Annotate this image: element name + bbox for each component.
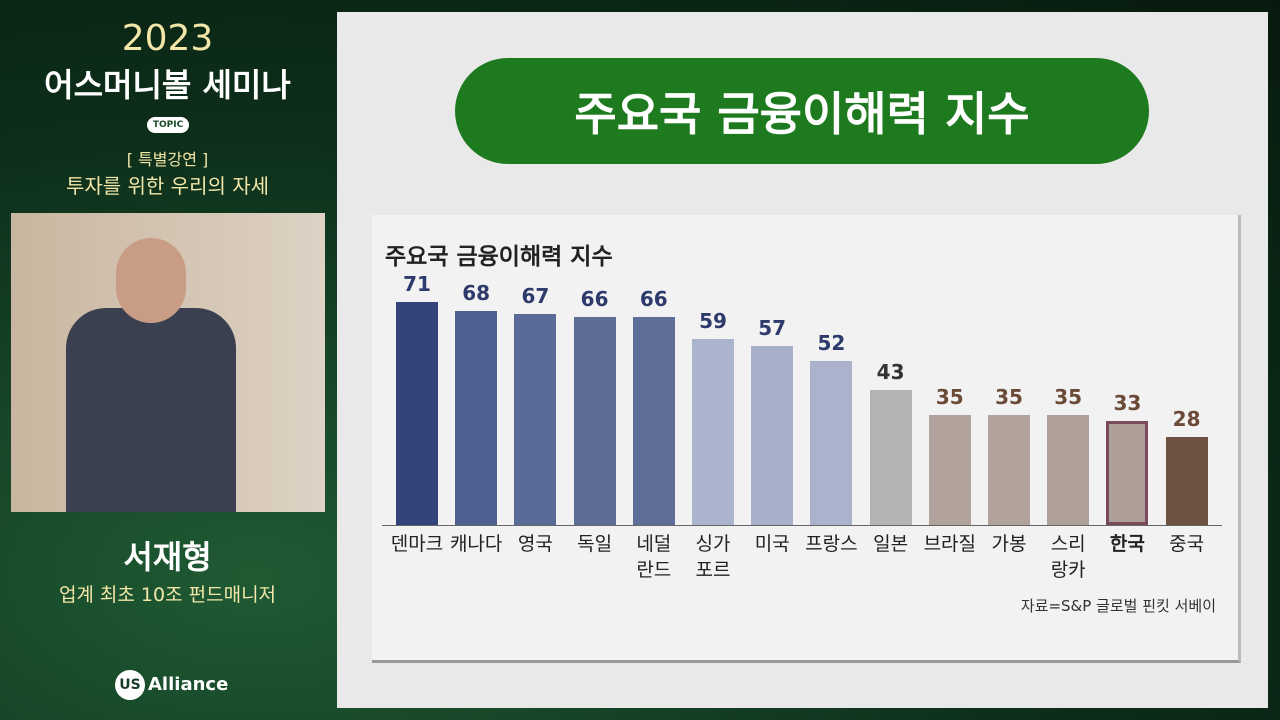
value-label: 66 — [639, 287, 668, 312]
bar — [928, 414, 971, 525]
chart-source: 자료=S&P 글로벌 핀킷 서베이 — [1020, 597, 1216, 615]
bar — [751, 345, 794, 525]
x-tick-label: 일본 — [873, 533, 909, 555]
value-label: 59 — [699, 309, 727, 334]
bar — [1106, 421, 1149, 525]
value-label: 43 — [876, 359, 905, 384]
x-tick-label: 가봉 — [991, 533, 1027, 555]
x-tick-label: 브라질 — [923, 533, 977, 555]
plot: 71 덴마크 68 캐나다 67 영국 66 독일 66 네덜 란드 59 싱가 포르 57 미국 52 프랑… — [372, 215, 1238, 660]
topic-badge: TOPIC — [147, 117, 189, 133]
bar — [514, 314, 557, 525]
x-tick-label: 프랑스 — [805, 533, 858, 555]
bar — [632, 317, 675, 525]
x-tick-label: 캐나다 — [449, 533, 503, 555]
speaker-head — [116, 238, 186, 323]
bar — [988, 414, 1030, 525]
event-title: 어스머니볼 세미나 — [44, 66, 291, 104]
value-label: 35 — [935, 384, 964, 409]
logo-mark: US — [115, 670, 145, 700]
x-tick-label: 싱가 포르 — [695, 533, 731, 581]
x-tick-label: 미국 — [754, 533, 790, 555]
x-tick-label: 독일 — [577, 533, 613, 555]
value-label: 57 — [758, 315, 787, 340]
value-label: 52 — [817, 331, 846, 356]
baseline — [382, 525, 1222, 526]
speaker-figure — [66, 308, 236, 512]
value-label: 71 — [403, 271, 431, 296]
bar — [396, 301, 438, 525]
session: [ 특별강연 ] — [126, 150, 209, 169]
speaker-video — [11, 213, 325, 512]
chart-title: 주요국 금융이해력 지수 — [385, 244, 613, 270]
speaker-name: 서재형 — [123, 538, 212, 576]
bar — [1165, 436, 1208, 525]
value-label: 33 — [1113, 391, 1142, 416]
x-tick-label: 중국 — [1169, 533, 1205, 555]
logo-text: Alliance — [148, 674, 229, 695]
value-label: 67 — [521, 284, 550, 309]
value-label: 35 — [1054, 384, 1083, 409]
bar — [1047, 414, 1090, 525]
bar — [455, 311, 498, 525]
x-tick-label: 덴마크 — [390, 533, 444, 555]
x-tick-label: 영국 — [517, 533, 553, 555]
bar — [573, 317, 616, 525]
x-tick-label: 한국 — [1109, 533, 1145, 555]
x-tick-label: 스리 랑카 — [1050, 533, 1086, 581]
year: 2023 — [121, 18, 214, 59]
chart-panel: 주요국 금융이해력 지수 자료=S&P 글로벌 핀킷 서베이 71 덴마크 68 캐나… — [372, 215, 1241, 663]
value-label: 35 — [995, 384, 1023, 409]
speaker-desc: 업계 최초 10조 펀드매니저 — [58, 584, 277, 606]
slide-header: 주요국 금융이해력 지수 — [455, 58, 1149, 164]
bar — [692, 339, 734, 525]
bar — [810, 361, 853, 525]
value-label: 28 — [1172, 406, 1201, 431]
value-label: 68 — [462, 281, 491, 306]
talk-title: 투자를 위한 우리의 자세 — [65, 174, 270, 198]
slide: 주요국 금융이해력 지수 주요국 금융이해력 지수 자료=S&P 글로벌 핀킷 … — [337, 12, 1268, 708]
value-label: 66 — [580, 287, 609, 312]
bar — [869, 389, 912, 525]
x-tick-label: 네덜 란드 — [636, 533, 672, 581]
